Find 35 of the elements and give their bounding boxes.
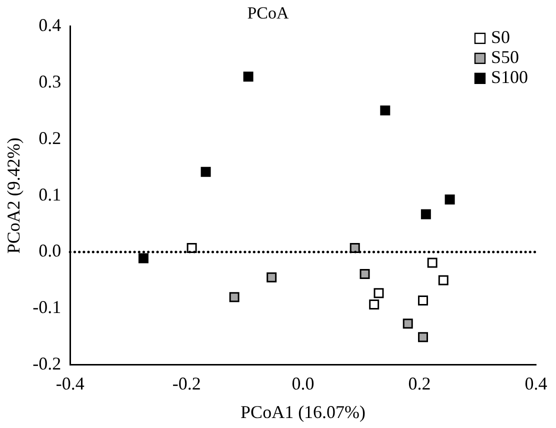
x-tick-label: 0.2	[408, 373, 431, 394]
point	[420, 209, 431, 220]
point	[243, 72, 254, 82]
x-tick-label: -0.4	[56, 373, 84, 394]
point	[200, 166, 211, 177]
x-tick-label: -0.2	[172, 373, 201, 394]
y-tick-label: 0.1	[38, 184, 62, 204]
point	[438, 275, 448, 286]
point	[402, 318, 413, 329]
legend-label: S100	[490, 67, 528, 88]
point	[138, 253, 148, 264]
point	[374, 288, 384, 298]
point	[418, 332, 428, 342]
point	[418, 296, 428, 306]
legend-label: S0	[490, 27, 510, 48]
chart-title: PCoA	[247, 4, 290, 23]
y-tick-label: -0.1	[32, 297, 62, 318]
y-tick-label: 0.3	[38, 72, 62, 92]
legend-label: S50	[490, 47, 520, 68]
point	[444, 194, 455, 205]
point	[229, 292, 240, 302]
y-tick-label: 0.0	[38, 240, 62, 261]
point	[369, 299, 380, 310]
y-tick-label: -0.2	[32, 354, 62, 374]
point	[360, 269, 370, 279]
point	[266, 272, 277, 282]
y-tick-label: 0.4	[38, 15, 62, 36]
point	[350, 243, 360, 254]
point	[380, 105, 390, 116]
x-axis-title: PCoA1 (16.07%)	[240, 402, 366, 422]
point	[427, 258, 438, 268]
y-tick-label: 0.2	[38, 128, 62, 148]
y-axis-title: PCoA2 (9.42%)	[4, 138, 24, 254]
x-tick-label: 0.4	[524, 373, 548, 394]
x-tick-label: 0.0	[292, 373, 314, 394]
